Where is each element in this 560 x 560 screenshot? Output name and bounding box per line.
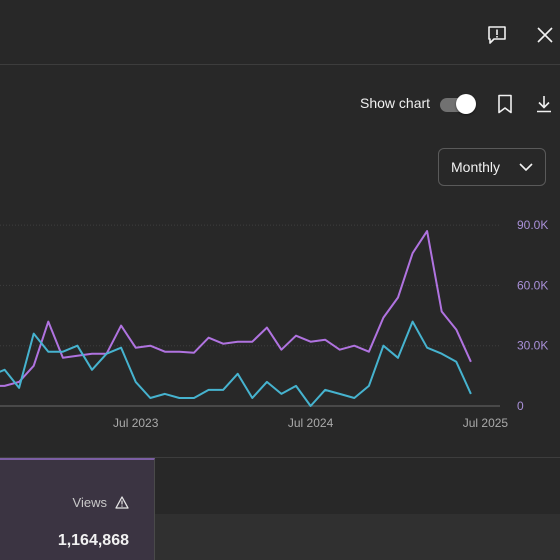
show-chart-toggle[interactable] [438, 94, 478, 114]
series-line-teal [0, 320, 472, 407]
x-tick-label: Jul 2025 [463, 416, 509, 430]
chart-bottom-divider [0, 457, 560, 458]
warning-icon [115, 496, 129, 509]
close-icon [537, 27, 553, 43]
feedback-icon [488, 26, 506, 44]
close-button[interactable] [532, 22, 558, 48]
download-icon [537, 96, 551, 113]
feedback-button[interactable] [484, 22, 510, 48]
chevron-down-icon [519, 163, 533, 171]
toggle-knob [456, 94, 476, 114]
metric-title: Views [73, 495, 129, 510]
metrics-strip-background [155, 514, 560, 560]
y-tick-label: 90.0K [517, 218, 548, 232]
period-dropdown-value: Monthly [451, 159, 501, 175]
y-tick-label: 30.0K [517, 339, 548, 353]
bookmark-icon [498, 94, 512, 114]
bookmark-button[interactable] [493, 92, 517, 116]
x-tick-label: Jul 2023 [113, 416, 159, 430]
y-tick-label: 60.0K [517, 278, 548, 292]
series-line-purple [0, 230, 472, 387]
metric-card-views[interactable]: Views 1,164,868 [0, 458, 155, 560]
x-tick-label: Jul 2024 [288, 416, 334, 430]
metric-label: Views [72, 495, 107, 510]
views-chart: 0 30.0K 60.0K 90.0K Jul 2023 Jul 2024 Jul 202… [0, 218, 548, 430]
header-divider [0, 64, 560, 65]
period-dropdown[interactable]: Monthly [438, 148, 546, 186]
metric-value: 1,164,868 [57, 532, 129, 549]
y-tick-label: 0 [517, 399, 524, 413]
download-button[interactable] [532, 92, 556, 116]
show-chart-label: Show chart [360, 95, 431, 111]
